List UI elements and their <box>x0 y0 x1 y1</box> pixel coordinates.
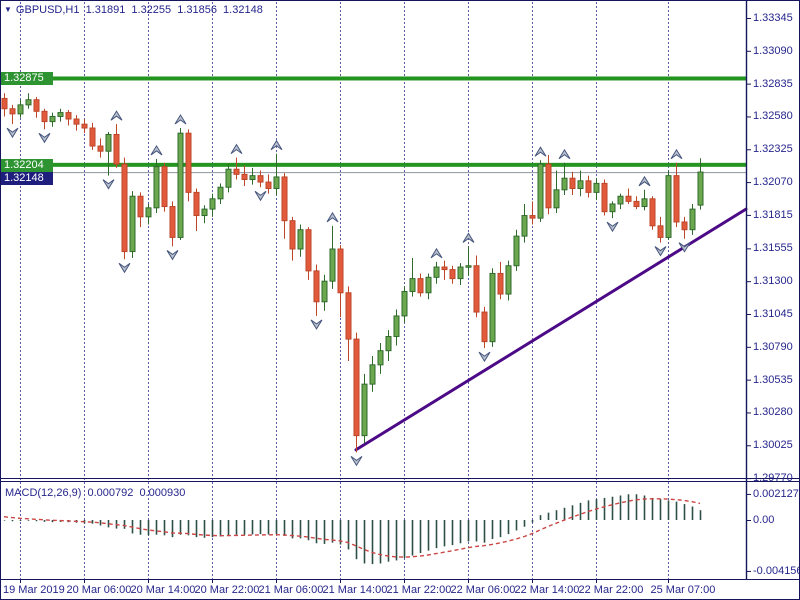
open-value: 1.31891 <box>85 4 126 16</box>
time-axis-label: 22 Mar 14:00 <box>514 584 580 596</box>
y-axis-label: 1.33345 <box>753 11 793 24</box>
time-axis-label: 22 Mar 06:00 <box>450 584 516 596</box>
symbol-dropdown-icon[interactable]: ▼ <box>4 5 12 14</box>
time-axis-label: 25 Mar 07:00 <box>650 584 716 596</box>
symbol-period-label: GBPUSD,H1 <box>15 4 80 16</box>
time-axis-label: 22 Mar 22:00 <box>578 584 644 596</box>
macd-y-axis-label: 0.002127 <box>753 487 799 500</box>
y-axis-label: 1.32070 <box>753 176 793 189</box>
time-axis-label: 20 Mar 06:00 <box>66 584 132 596</box>
time-axis-label: 20 Mar 14:00 <box>130 584 196 596</box>
hline-price-tag: 1.32204 <box>1 158 53 172</box>
high-value: 1.32255 <box>131 4 172 16</box>
y-axis-label: 1.32835 <box>753 77 793 90</box>
low-value: 1.31856 <box>177 4 217 16</box>
time-axis-label: 21 Mar 06:00 <box>258 584 324 596</box>
time-axis-label: 19 Mar 2019 <box>3 584 65 596</box>
chart-header: ▼ GBPUSD,H1 1.31891 1.32255 1.31856 1.321… <box>4 4 266 16</box>
y-axis-label: 1.32325 <box>753 143 793 156</box>
macd-main-value: 0.000792 <box>87 487 134 499</box>
y-axis-label: 1.30280 <box>753 406 793 419</box>
macd-y-axis-label: 0.00 <box>753 514 775 526</box>
y-axis-label: 1.30790 <box>753 340 793 353</box>
current-price-tag: 1.32148 <box>1 171 53 185</box>
y-axis-label: 1.32580 <box>753 110 793 123</box>
y-axis-label: 1.31300 <box>753 275 793 288</box>
y-axis-label: 1.31555 <box>753 242 793 255</box>
y-axis-label: 1.30535 <box>753 373 793 386</box>
y-axis-label: 1.31045 <box>753 307 793 320</box>
macd-label: MACD(12,26,9) <box>5 487 82 499</box>
time-axis-label: 21 Mar 22:00 <box>386 584 452 596</box>
y-axis-label: 1.33090 <box>753 44 793 57</box>
y-axis-label: 1.29770 <box>753 472 793 485</box>
hline-price-tag: 1.32875 <box>1 72 53 86</box>
macd-indicator-header: MACD(12,26,9) 0.000792 0.000930 <box>5 487 188 499</box>
time-axis-label: 20 Mar 22:00 <box>194 584 260 596</box>
macd-signal-value: 0.000930 <box>139 487 186 499</box>
close-value: 1.32148 <box>223 4 263 16</box>
y-axis-label: 1.30025 <box>753 439 793 452</box>
time-axis-label: 21 Mar 14:00 <box>322 584 388 596</box>
y-axis-label: 1.31815 <box>753 208 793 221</box>
macd-y-axis-label: -0.004156 <box>753 564 800 577</box>
